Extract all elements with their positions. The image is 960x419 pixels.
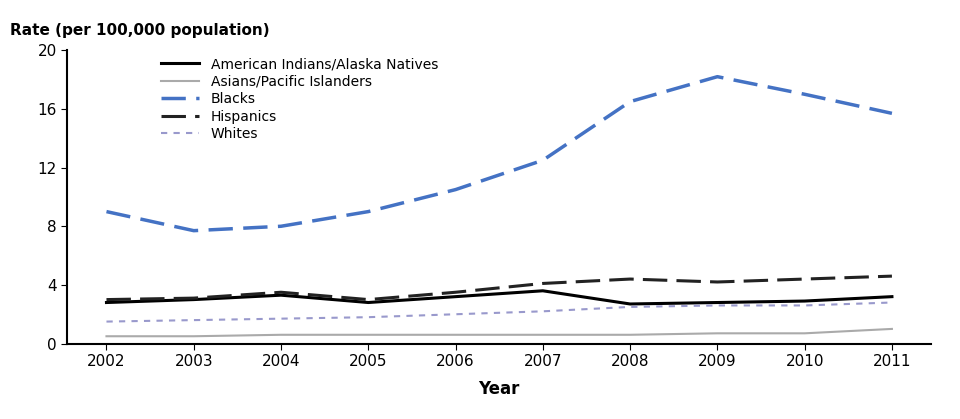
Blacks bbox=[276, 224, 287, 229]
American Indians/Alaska Natives bbox=[188, 297, 200, 302]
American Indians/Alaska Natives bbox=[711, 300, 723, 305]
Blacks bbox=[450, 187, 462, 192]
American Indians/Alaska Natives bbox=[537, 288, 548, 293]
Blacks bbox=[363, 209, 374, 214]
Asians/Pacific Islanders bbox=[450, 332, 462, 337]
American Indians/Alaska Natives bbox=[276, 292, 287, 297]
Line: Whites: Whites bbox=[107, 303, 892, 322]
Whites bbox=[711, 303, 723, 308]
Whites bbox=[886, 300, 898, 305]
American Indians/Alaska Natives bbox=[624, 302, 636, 307]
Blacks bbox=[886, 111, 898, 116]
American Indians/Alaska Natives bbox=[363, 300, 374, 305]
Blacks bbox=[711, 74, 723, 79]
Hispanics bbox=[799, 277, 810, 282]
Blacks bbox=[188, 228, 200, 233]
Asians/Pacific Islanders bbox=[799, 331, 810, 336]
Hispanics bbox=[537, 281, 548, 286]
Hispanics bbox=[101, 297, 112, 302]
Blacks bbox=[101, 209, 112, 214]
American Indians/Alaska Natives bbox=[450, 294, 462, 299]
Whites bbox=[624, 304, 636, 309]
Blacks bbox=[799, 92, 810, 97]
Asians/Pacific Islanders bbox=[101, 334, 112, 339]
Whites bbox=[101, 319, 112, 324]
Asians/Pacific Islanders bbox=[188, 334, 200, 339]
Hispanics bbox=[276, 290, 287, 295]
American Indians/Alaska Natives bbox=[101, 300, 112, 305]
Hispanics bbox=[363, 297, 374, 302]
Line: Asians/Pacific Islanders: Asians/Pacific Islanders bbox=[107, 329, 892, 336]
Whites bbox=[450, 312, 462, 317]
American Indians/Alaska Natives bbox=[799, 298, 810, 303]
Whites bbox=[799, 303, 810, 308]
Blacks bbox=[537, 158, 548, 163]
Hispanics bbox=[624, 277, 636, 282]
Asians/Pacific Islanders bbox=[276, 332, 287, 337]
Line: Blacks: Blacks bbox=[107, 77, 892, 230]
Whites bbox=[537, 309, 548, 314]
American Indians/Alaska Natives bbox=[886, 294, 898, 299]
Asians/Pacific Islanders bbox=[537, 332, 548, 337]
X-axis label: Year: Year bbox=[478, 380, 520, 398]
Asians/Pacific Islanders bbox=[711, 331, 723, 336]
Hispanics bbox=[188, 296, 200, 301]
Whites bbox=[363, 315, 374, 320]
Text: Rate (per 100,000 population): Rate (per 100,000 population) bbox=[10, 23, 269, 38]
Whites bbox=[276, 316, 287, 321]
Hispanics bbox=[711, 279, 723, 285]
Hispanics bbox=[886, 274, 898, 279]
Legend: American Indians/Alaska Natives, Asians/Pacific Islanders, Blacks, Hispanics, Wh: American Indians/Alaska Natives, Asians/… bbox=[160, 57, 438, 141]
Hispanics bbox=[450, 290, 462, 295]
Blacks bbox=[624, 99, 636, 104]
Asians/Pacific Islanders bbox=[363, 332, 374, 337]
Asians/Pacific Islanders bbox=[624, 332, 636, 337]
Asians/Pacific Islanders bbox=[886, 326, 898, 331]
Line: American Indians/Alaska Natives: American Indians/Alaska Natives bbox=[107, 291, 892, 304]
Line: Hispanics: Hispanics bbox=[107, 276, 892, 300]
Whites bbox=[188, 318, 200, 323]
